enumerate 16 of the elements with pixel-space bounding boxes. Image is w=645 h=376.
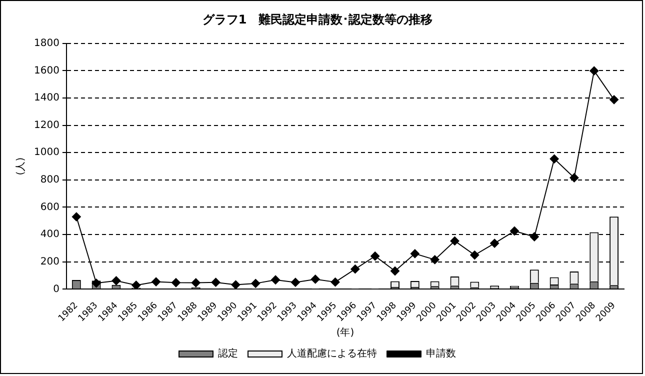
y-tick-label: 1400 — [34, 92, 60, 104]
y-tick-label: 1600 — [34, 65, 60, 76]
y-tick-label: 600 — [40, 202, 60, 213]
y-axis-title: (人) — [16, 157, 27, 176]
legend-label: 認定 — [218, 348, 238, 360]
y-tick-label: 1800 — [34, 38, 60, 49]
x-axis-title: (年) — [336, 326, 354, 339]
y-tick-label: 200 — [40, 256, 60, 268]
chart-title: グラフ1 難民認定申請数･認定数等の推移 — [202, 12, 433, 26]
y-tick-label: 400 — [40, 229, 60, 240]
y-tick-label: 1200 — [34, 120, 60, 131]
legend-label: 人道配慮による在特 — [287, 348, 377, 360]
y-tick-label: 0 — [53, 284, 60, 295]
legend-label: 申請数 — [426, 348, 456, 360]
y-tick-label: 800 — [40, 174, 60, 186]
y-tick-label: 1000 — [34, 147, 60, 158]
